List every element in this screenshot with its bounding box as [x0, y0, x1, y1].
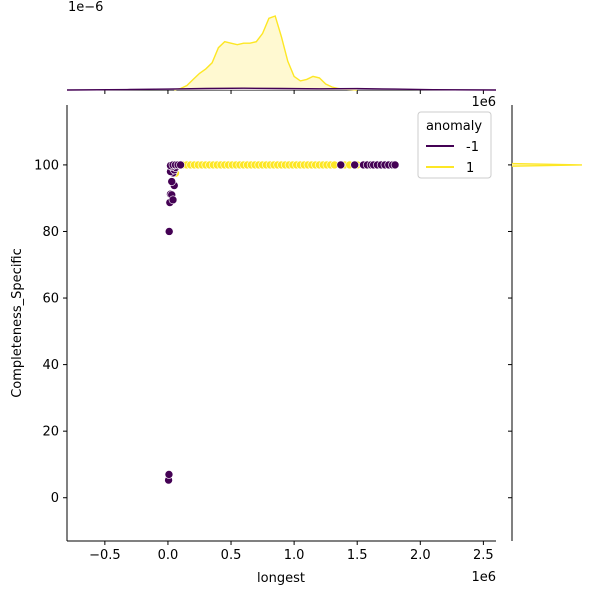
top-density-line-neg1 — [66, 87, 497, 91]
top-density-fill-1 — [174, 16, 358, 90]
scatter-point-neg1 — [164, 227, 174, 236]
y-tick-label: 40 — [42, 358, 59, 373]
scatter-point-neg1 — [164, 470, 174, 479]
right-marginal-density — [508, 105, 583, 541]
y-tick-label: 100 — [34, 158, 59, 173]
top-offset-label: 1e−6 — [68, 0, 103, 15]
top-marginal-density — [66, 15, 497, 94]
right-density-line-1 — [511, 162, 583, 167]
scatter-points — [164, 160, 400, 485]
x-tick-label: 2.0 — [410, 548, 431, 563]
x-tick-label: 1.5 — [347, 548, 368, 563]
scatter-point-neg1 — [336, 160, 346, 170]
legend-label-neg1: -1 — [466, 140, 479, 155]
x-axis-label: longest — [257, 571, 305, 586]
scatter-point-neg1 — [390, 160, 400, 170]
legend-label-1: 1 — [466, 161, 474, 176]
top-density-line-1 — [174, 15, 358, 91]
x-tick-label: −0.5 — [89, 548, 121, 563]
legend: anomaly -1 1 — [417, 111, 492, 179]
y-tick-label: 60 — [42, 292, 59, 307]
scatter-point-neg1 — [176, 160, 185, 170]
x-axis-ticks: −0.5 0.0 0.5 1.0 1.5 2.0 2.5 — [89, 541, 494, 563]
y-tick-label: 0 — [51, 491, 59, 506]
scatter-point-neg1 — [168, 195, 178, 205]
legend-title: anomaly — [426, 119, 482, 134]
scatter-point-neg1 — [167, 177, 177, 186]
legend-box — [417, 111, 492, 179]
x-tick-label: 2.5 — [473, 548, 494, 563]
main-scatter-plot: −0.5 0.0 0.5 1.0 1.5 2.0 2.5 0 20 40 60 80 100 — [34, 105, 496, 563]
x-tick-label: 0.5 — [221, 548, 242, 563]
scatter-point-neg1 — [350, 160, 359, 170]
x-tick-label: 0.0 — [158, 548, 179, 563]
y-tick-label: 80 — [42, 225, 59, 240]
top-right-offset-label: 1e6 — [471, 95, 496, 110]
y-tick-label: 20 — [42, 425, 59, 440]
x-tick-label: 1.0 — [284, 548, 305, 563]
x-offset-label: 1e6 — [471, 570, 496, 585]
y-axis-label: Completeness_Specific — [10, 248, 25, 398]
y-axis-ticks: 0 20 40 60 80 100 — [34, 158, 67, 506]
